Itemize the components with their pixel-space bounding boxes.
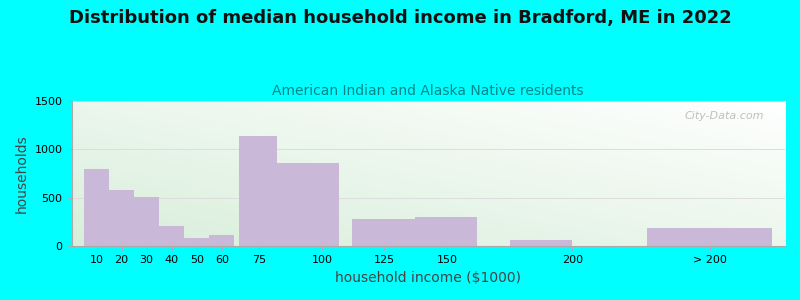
Title: American Indian and Alaska Native residents: American Indian and Alaska Native reside… <box>273 84 584 98</box>
Bar <box>84 169 109 246</box>
Y-axis label: households: households <box>15 134 29 213</box>
Bar <box>414 217 477 246</box>
Bar <box>352 219 414 246</box>
Bar <box>239 136 277 246</box>
Text: Distribution of median household income in Bradford, ME in 2022: Distribution of median household income … <box>69 9 731 27</box>
Bar <box>184 238 210 246</box>
Bar <box>134 197 159 246</box>
Bar <box>647 228 773 246</box>
Text: City-Data.com: City-Data.com <box>684 111 763 121</box>
Bar <box>510 240 572 246</box>
Bar <box>277 163 339 246</box>
Bar <box>159 226 184 246</box>
X-axis label: household income ($1000): household income ($1000) <box>335 271 522 285</box>
Bar <box>109 190 134 246</box>
Bar <box>210 235 234 246</box>
